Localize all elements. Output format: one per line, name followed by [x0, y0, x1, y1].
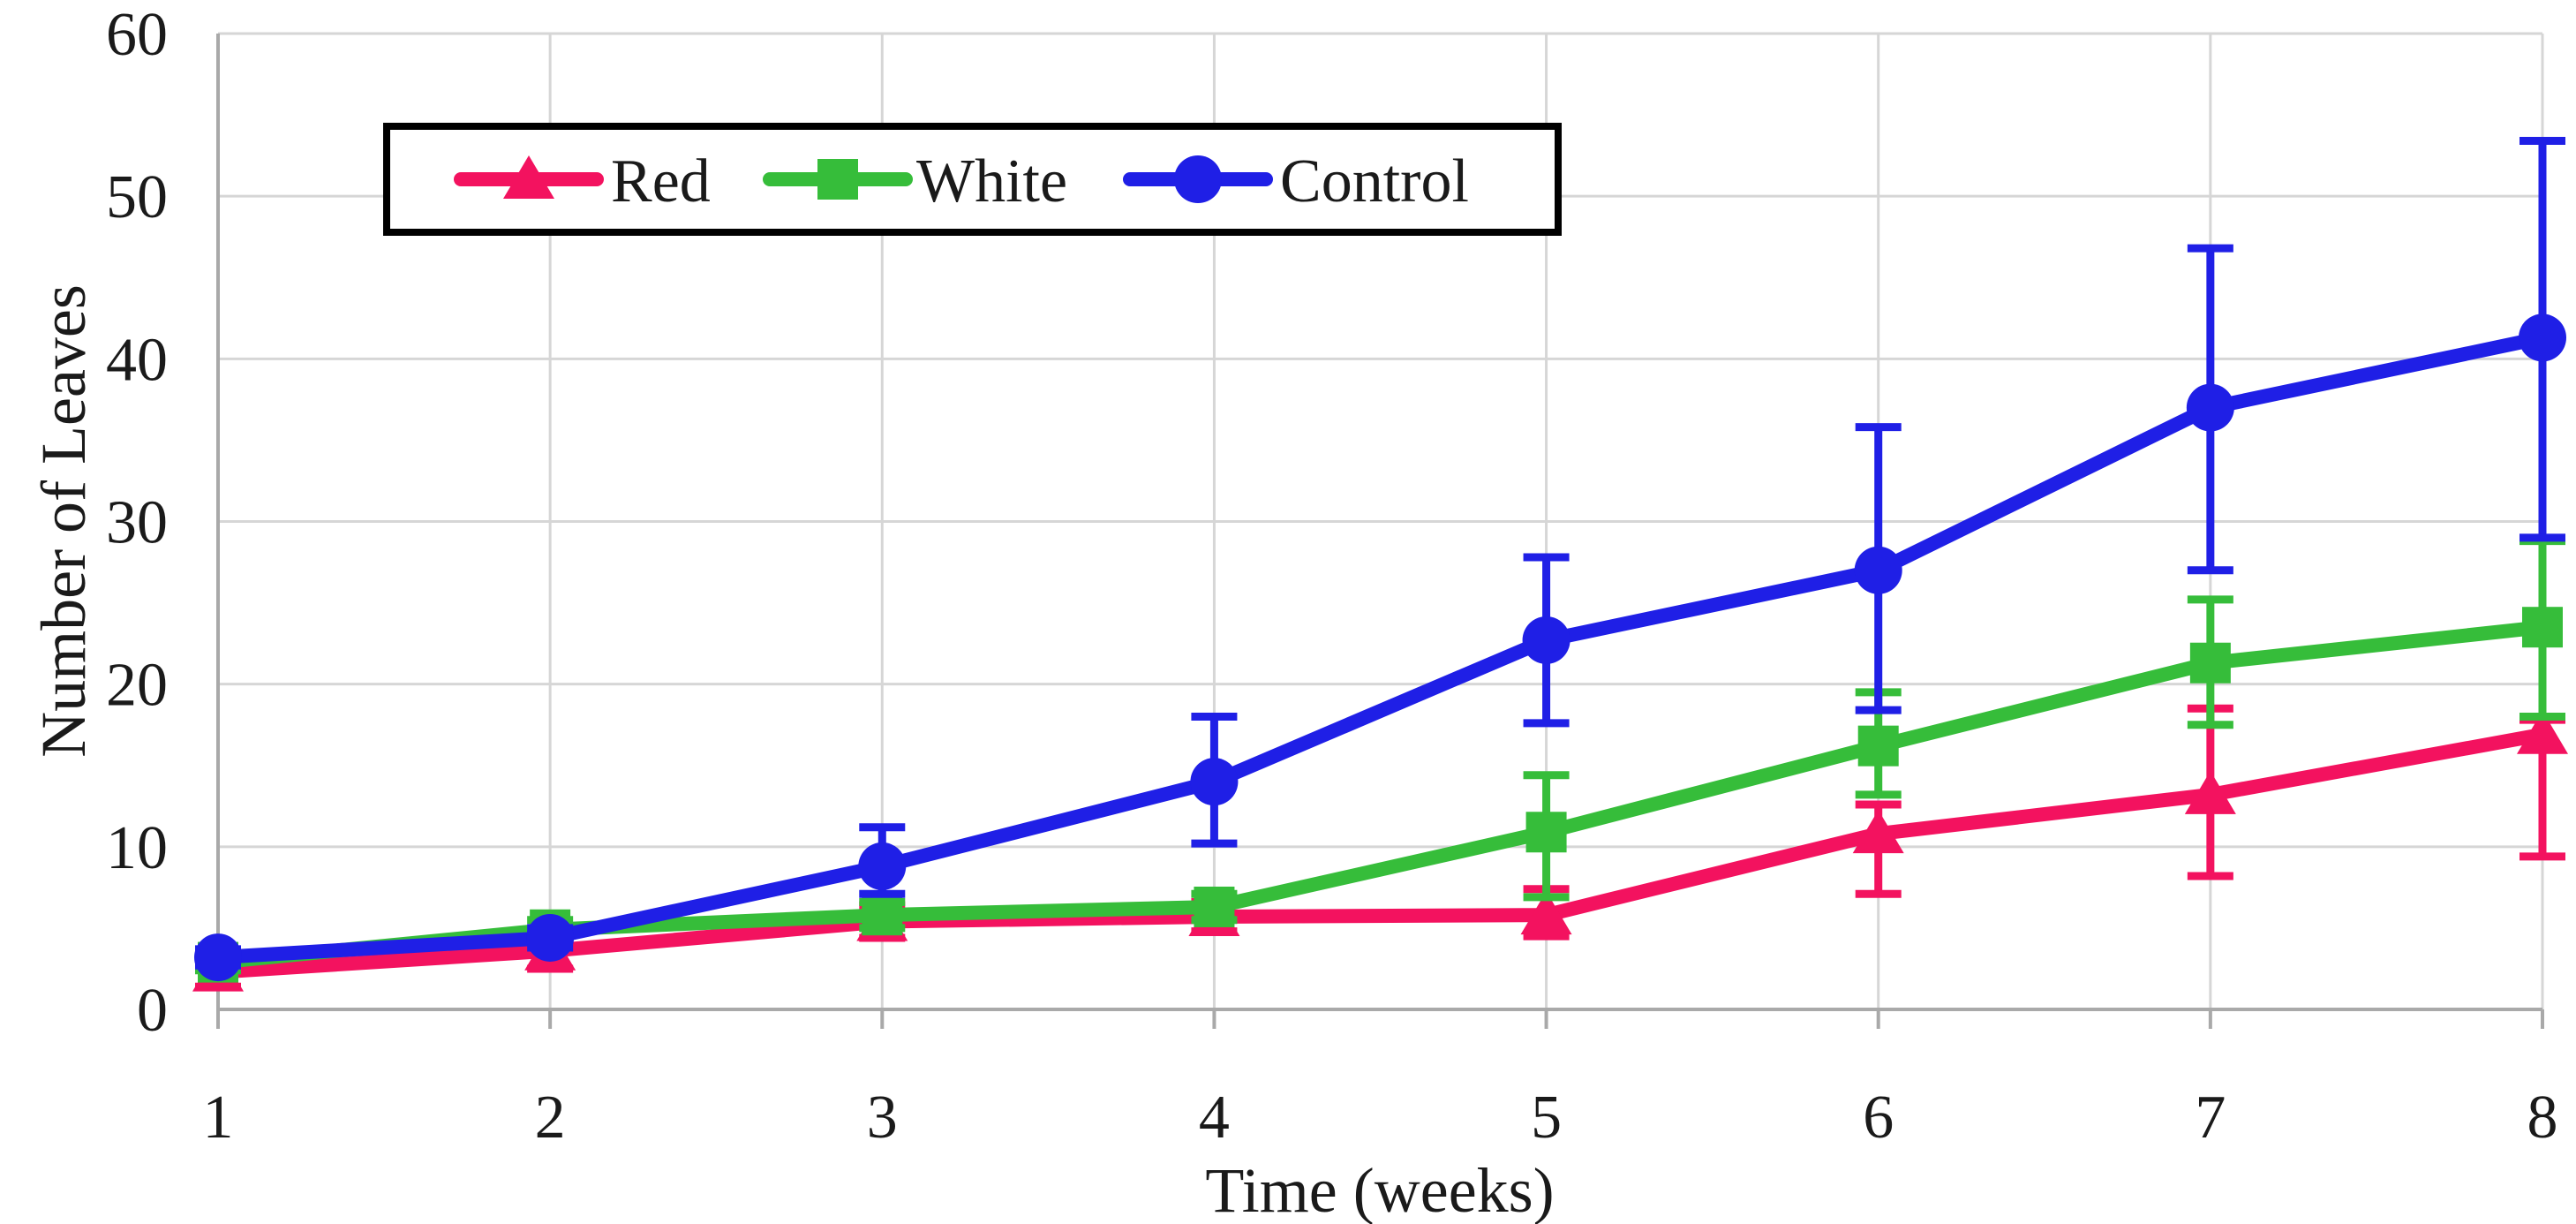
- circle-marker: [1174, 155, 1222, 203]
- y-tick-label: 40: [106, 326, 168, 394]
- legend-swatch-red: [454, 155, 604, 199]
- x-tick-label: 8: [2527, 1084, 2558, 1152]
- legend-label-control: Control: [1280, 147, 1469, 215]
- triangle-marker: [2517, 710, 2568, 754]
- triangle-marker: [1852, 810, 1904, 854]
- circle-marker: [526, 913, 575, 962]
- tick-labels: 0 10 20 30 40 50 60 1 2 3 4 5 6 7 8: [106, 1, 2558, 1152]
- x-tick-label: 2: [535, 1084, 566, 1152]
- y-tick-label: 0: [137, 977, 168, 1045]
- x-tick-label: 3: [867, 1084, 898, 1152]
- legend-label-red: Red: [611, 147, 711, 215]
- data-series: [192, 137, 2568, 992]
- square-marker: [862, 895, 903, 936]
- x-tick-label: 6: [1863, 1084, 1894, 1152]
- x-tick-label: 7: [2195, 1084, 2226, 1152]
- axes: [216, 34, 2544, 1029]
- series-line: [211, 727, 2550, 979]
- triangle-marker: [503, 155, 554, 199]
- circle-marker: [1190, 758, 1239, 806]
- y-axis-title: Number of Leaves: [28, 284, 99, 758]
- y-tick-label: 60: [106, 1, 168, 69]
- circle-marker: [2519, 314, 2566, 362]
- series-line: [211, 330, 2550, 965]
- y-tick-label: 10: [106, 814, 168, 882]
- legend-swatch-white: [763, 159, 913, 200]
- triangle-marker: [2184, 770, 2236, 814]
- x-tick-label: 4: [1199, 1084, 1230, 1152]
- square-marker: [2522, 607, 2563, 648]
- legend-box: [383, 123, 1562, 236]
- y-tick-label: 30: [106, 489, 168, 557]
- circle-marker: [1522, 616, 1570, 664]
- circle-marker: [194, 933, 242, 982]
- legend-swatches: [454, 155, 1273, 203]
- square-marker: [817, 159, 858, 200]
- square-marker: [1857, 725, 1899, 767]
- square-marker: [1194, 886, 1235, 927]
- x-tick-label: 5: [1531, 1084, 1562, 1152]
- triangle-marker: [1520, 891, 1572, 935]
- y-tick-label: 20: [106, 652, 168, 720]
- legend: Red White Control: [383, 123, 1562, 236]
- circle-marker: [858, 842, 907, 890]
- square-marker: [2189, 642, 2231, 684]
- x-tick-label: 1: [203, 1084, 234, 1152]
- legend-swatch-control: [1123, 155, 1273, 203]
- circle-marker: [1854, 546, 1902, 594]
- x-axis-title: Time (weeks): [1205, 1155, 1554, 1224]
- y-tick-label: 50: [106, 163, 168, 231]
- circle-marker: [2186, 383, 2234, 432]
- square-marker: [1525, 812, 1567, 853]
- series-control: [194, 137, 2566, 982]
- legend-label-white: White: [916, 147, 1067, 215]
